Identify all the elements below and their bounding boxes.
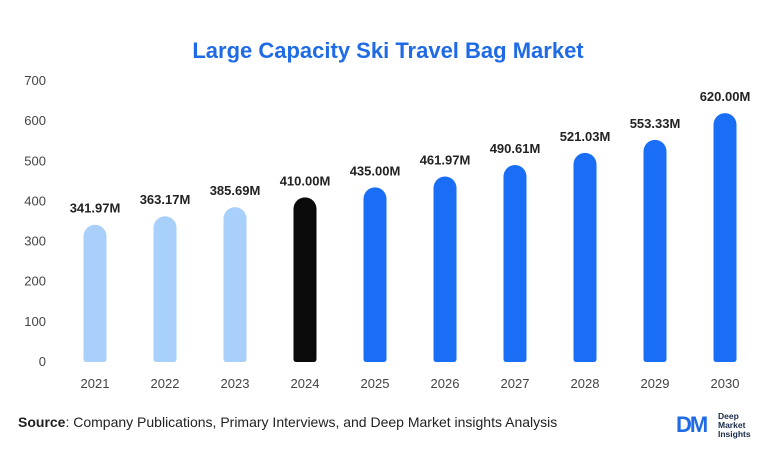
bar-2030 (713, 113, 737, 362)
source-text: : Company Publications, Primary Intervie… (65, 414, 558, 430)
y-tick-label: 400 (24, 193, 46, 208)
data-label-2024: 410.00M (280, 173, 331, 188)
data-label-2021: 341.97M (70, 201, 121, 216)
data-label-2025: 435.00M (350, 163, 401, 178)
x-axis: 2021 2022 2023 2024 2025 2026 2027 2028 2029 2030 (81, 376, 740, 391)
data-label-2028: 521.03M (560, 129, 611, 144)
source-note: Source: Company Publications, Primary In… (18, 414, 557, 430)
y-tick-label: 700 (24, 73, 46, 88)
bar-2028 (573, 152, 597, 362)
bar-2022 (153, 216, 177, 362)
x-tick-label: 2025 (361, 376, 390, 391)
logo-line-1: Deep (718, 411, 739, 421)
bar-2023 (223, 207, 247, 362)
x-tick-label: 2030 (711, 376, 740, 391)
x-tick-label: 2029 (641, 376, 670, 391)
data-label-2029: 553.33M (630, 116, 681, 131)
x-tick-label: 2024 (291, 376, 320, 391)
x-tick-label: 2022 (151, 376, 180, 391)
x-tick-label: 2021 (81, 376, 110, 391)
logo-wordmark: Deep Market Insights (718, 412, 751, 439)
source-label: Source (18, 414, 66, 430)
x-tick-label: 2023 (221, 376, 250, 391)
x-tick-label: 2028 (571, 376, 600, 391)
data-label-2027: 490.61M (490, 141, 541, 156)
data-label-2023: 385.69M (210, 183, 261, 198)
bar-2026 (433, 176, 457, 362)
bar-chart: 0 100 200 300 400 500 600 700 341.97M 363.17M 385… (24, 73, 751, 391)
y-tick-label: 500 (24, 153, 46, 168)
x-tick-label: 2026 (431, 376, 460, 391)
bar-2024 (293, 197, 317, 362)
y-tick-label: 300 (24, 234, 46, 249)
brand-logo: DM Deep Market Insights (676, 410, 766, 444)
logo-line-2: Market (718, 420, 746, 430)
bar-2029 (643, 139, 667, 362)
y-axis: 0 100 200 300 400 500 600 700 (24, 73, 46, 369)
data-label-2022: 363.17M (140, 192, 191, 207)
data-label-2030: 620.00M (700, 89, 751, 104)
bar-2027 (503, 165, 527, 362)
data-label-2026: 461.97M (420, 153, 471, 168)
bars (83, 113, 737, 362)
logo-line-3: Insights (718, 429, 751, 439)
bar-2025 (363, 187, 387, 362)
y-tick-label: 100 (24, 314, 46, 329)
x-tick-label: 2027 (501, 376, 530, 391)
chart-title: Large Capacity Ski Travel Bag Market (192, 38, 584, 63)
data-labels: 341.97M 363.17M 385.69M 410.00M 435.00M 461.9… (70, 89, 751, 216)
bar-2021 (83, 224, 107, 362)
logo-mark: DM (676, 412, 708, 437)
y-tick-label: 200 (24, 274, 46, 289)
y-tick-label: 600 (24, 113, 46, 128)
y-tick-label: 0 (39, 354, 46, 369)
